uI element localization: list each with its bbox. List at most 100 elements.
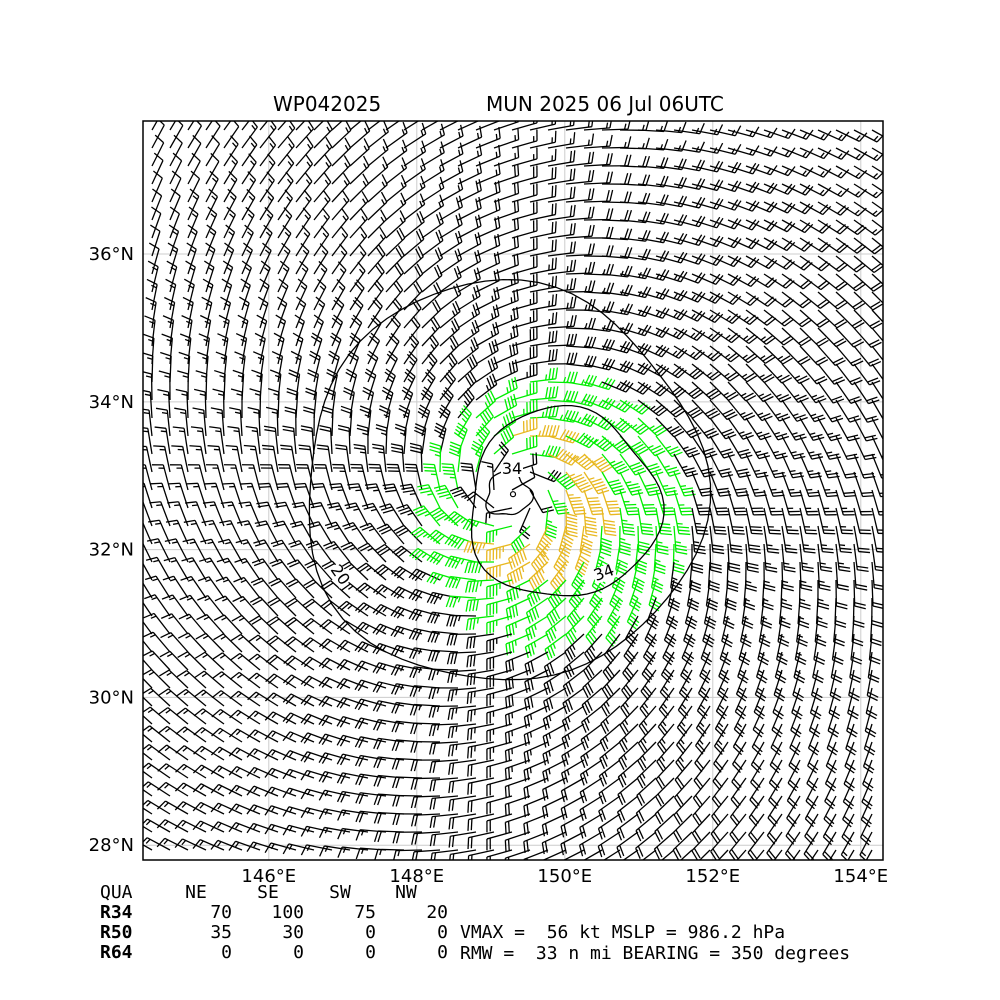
wind-barb bbox=[212, 671, 243, 689]
wind-barb bbox=[529, 148, 557, 167]
wind-barb bbox=[691, 381, 722, 401]
wind-barb bbox=[438, 404, 451, 437]
wind-barb bbox=[601, 507, 617, 537]
wind-barb bbox=[354, 679, 387, 692]
wind-barb bbox=[448, 831, 477, 848]
wind-barb bbox=[232, 595, 261, 617]
wind-barb bbox=[817, 309, 848, 329]
wind-barb bbox=[254, 332, 266, 365]
wind-barb bbox=[256, 501, 279, 527]
wind-barb bbox=[835, 507, 854, 535]
wind-barb bbox=[280, 444, 297, 473]
wind-barb bbox=[453, 422, 468, 455]
wind-barb bbox=[799, 471, 821, 498]
wind-barb bbox=[259, 121, 277, 149]
wind-barb bbox=[709, 345, 741, 363]
wind-barb bbox=[529, 121, 557, 131]
radii-value: 0 bbox=[365, 942, 376, 963]
wind-barb bbox=[205, 224, 217, 257]
wind-barb bbox=[444, 555, 477, 569]
wind-barb bbox=[684, 597, 698, 630]
wind-barb bbox=[160, 631, 189, 653]
wind-barb bbox=[336, 715, 369, 728]
wind-barb bbox=[542, 849, 567, 860]
wind-barb bbox=[143, 781, 171, 797]
wind-barb bbox=[213, 633, 243, 653]
wind-barb bbox=[143, 677, 153, 689]
wind-barb bbox=[810, 669, 823, 702]
wind-barb bbox=[560, 795, 585, 820]
wind-barb bbox=[169, 464, 189, 491]
wind-barb bbox=[215, 576, 243, 599]
wind-barb bbox=[349, 208, 368, 239]
wind-barb bbox=[282, 425, 297, 455]
wind-barb bbox=[871, 543, 883, 572]
wind-barb bbox=[619, 471, 644, 496]
wind-barb bbox=[601, 489, 622, 516]
wind-barb bbox=[619, 286, 652, 299]
wind-barb bbox=[763, 309, 794, 327]
wind-barb bbox=[853, 399, 879, 423]
wind-barb bbox=[331, 190, 350, 221]
wind-barb bbox=[169, 121, 177, 131]
radii-value: 0 bbox=[365, 922, 376, 943]
wind-barb bbox=[544, 633, 567, 661]
wind-barb bbox=[601, 669, 621, 700]
wind-barb bbox=[580, 741, 603, 768]
wind-barb bbox=[277, 136, 295, 167]
wind-barb bbox=[655, 417, 685, 438]
wind-barb bbox=[655, 251, 688, 264]
wind-barb bbox=[295, 260, 309, 293]
wind-barb bbox=[349, 173, 370, 203]
wind-barb bbox=[298, 444, 315, 473]
wind-barb bbox=[403, 193, 426, 221]
wind-barb bbox=[727, 381, 757, 402]
wind-barb bbox=[655, 345, 688, 359]
wind-barb bbox=[493, 410, 517, 437]
wind-barb bbox=[403, 228, 425, 257]
wind-barb bbox=[198, 576, 225, 599]
wind-barb bbox=[467, 813, 495, 831]
wind-barb bbox=[177, 370, 189, 401]
wind-barb bbox=[691, 179, 724, 192]
wind-barb bbox=[871, 309, 883, 323]
wind-barb bbox=[817, 363, 845, 385]
wind-barb bbox=[372, 662, 405, 674]
wind-barb bbox=[385, 192, 407, 221]
wind-barb bbox=[385, 157, 408, 185]
wind-barb bbox=[396, 504, 423, 527]
wind-barb bbox=[529, 386, 559, 401]
wind-barb bbox=[712, 759, 729, 791]
wind-barb bbox=[384, 368, 396, 401]
wind-barb bbox=[493, 324, 519, 347]
wind-barb bbox=[769, 741, 783, 774]
wind-barb bbox=[337, 809, 369, 821]
wind-barb bbox=[210, 746, 243, 761]
wind-barb bbox=[655, 435, 683, 458]
wind-barb bbox=[691, 291, 724, 304]
wind-barb bbox=[143, 807, 153, 815]
wind-barb bbox=[637, 344, 670, 358]
wind-barb bbox=[871, 363, 883, 381]
wind-barb bbox=[781, 399, 808, 422]
wind-barb bbox=[282, 768, 315, 780]
row-label: R34 bbox=[100, 902, 133, 923]
wind-barb bbox=[421, 141, 445, 167]
y-tick-label: 30°N bbox=[89, 687, 134, 708]
wind-barb bbox=[421, 212, 444, 239]
wind-barb bbox=[680, 849, 693, 860]
wind-barb bbox=[264, 767, 297, 779]
wind-barb bbox=[295, 207, 312, 239]
wind-barb bbox=[853, 273, 883, 292]
wind-barb bbox=[486, 849, 513, 860]
wind-barb bbox=[165, 519, 189, 545]
x-tick-label: 146°E bbox=[241, 866, 296, 887]
wind-barb bbox=[565, 432, 598, 449]
wind-barb bbox=[799, 219, 832, 234]
wind-barb bbox=[653, 543, 666, 575]
wind-barb bbox=[747, 831, 765, 860]
wind-barb bbox=[175, 745, 207, 761]
wind-barb bbox=[699, 651, 711, 684]
wind-barb bbox=[619, 453, 647, 476]
wind-barb bbox=[673, 795, 693, 825]
